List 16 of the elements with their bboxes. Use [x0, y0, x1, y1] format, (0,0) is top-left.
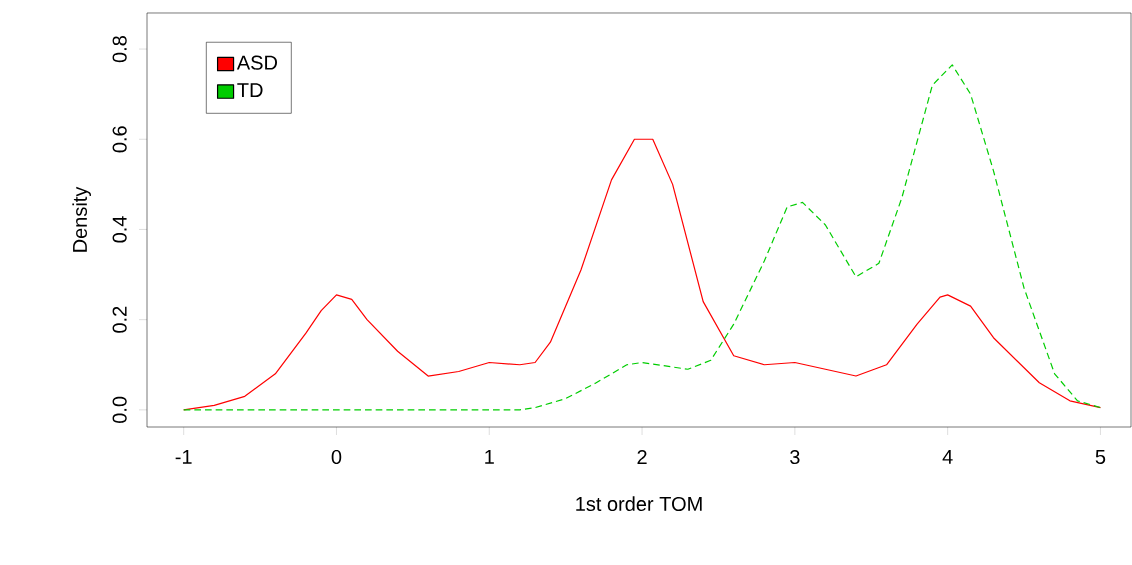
x-tick-label: -1	[175, 449, 192, 464]
y-tick-label: 0.6	[112, 126, 127, 153]
y-axis-title: Density	[72, 186, 91, 252]
x-tick-label: 3	[790, 449, 800, 465]
y-tick-label: 0.8	[112, 36, 127, 63]
x-tick-label: 0	[331, 449, 342, 465]
x-tick-label: 4	[942, 449, 953, 464]
x-axis-title: 1st order TOM	[576, 496, 702, 512]
legend-label: TD	[237, 83, 263, 97]
x-tick-label: 1	[485, 449, 494, 464]
x-tick-label: 2	[637, 449, 647, 464]
legend-label: ASD	[236, 55, 278, 70]
y-tick-label: 0.4	[112, 216, 127, 243]
y-tick-label: 0.0	[112, 396, 127, 423]
y-tick-label: 0.2	[112, 306, 127, 333]
x-tick-label: 5	[1095, 449, 1106, 464]
